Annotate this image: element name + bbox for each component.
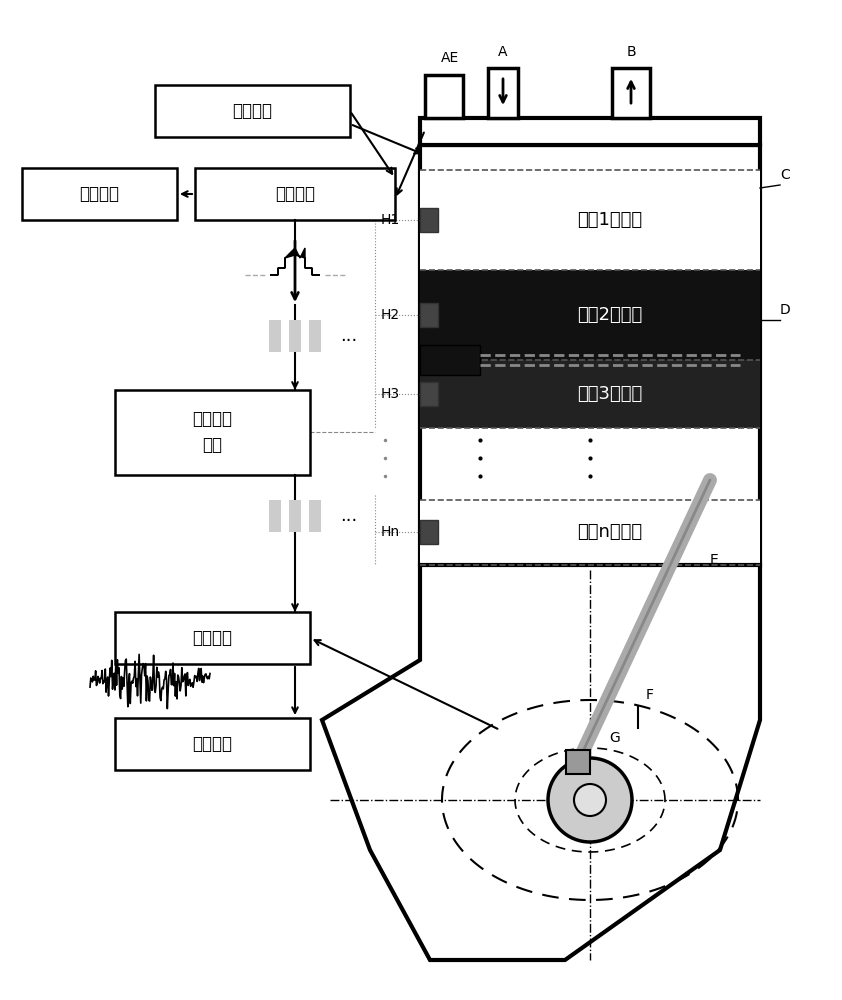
Polygon shape (270, 248, 320, 275)
Text: Hn: Hn (381, 525, 400, 539)
Bar (115, 390, 310, 475)
Text: 位置3采集域: 位置3采集域 (578, 385, 642, 403)
Bar (155, 85, 350, 137)
Text: E: E (710, 553, 719, 567)
Bar (309, 320, 321, 352)
Text: C: C (780, 168, 790, 182)
Bar (420, 170, 760, 270)
Text: 位置2采集域: 位置2采集域 (578, 306, 642, 324)
Bar (115, 612, 310, 664)
Text: H1: H1 (381, 213, 400, 227)
Bar (309, 500, 321, 532)
Text: AE: AE (441, 51, 459, 65)
Bar (420, 520, 438, 544)
Text: A: A (498, 45, 508, 59)
Bar (420, 118, 760, 145)
Bar (115, 718, 310, 770)
Circle shape (548, 758, 632, 842)
Text: F: F (646, 688, 654, 702)
Bar (566, 750, 590, 774)
Text: H3: H3 (381, 387, 400, 401)
Bar (420, 345, 480, 375)
Text: B: B (626, 45, 636, 59)
Bar (488, 68, 518, 118)
Text: G: G (610, 731, 621, 745)
Bar (420, 382, 438, 406)
Bar (420, 270, 760, 360)
Bar (289, 500, 301, 532)
Text: 霍尔采集
模块: 霍尔采集 模块 (192, 410, 232, 454)
Text: H2: H2 (381, 308, 400, 322)
Text: 信号处理: 信号处理 (192, 735, 232, 753)
Text: 声发射源: 声发射源 (232, 102, 272, 120)
Bar (420, 303, 438, 327)
Bar (420, 500, 760, 565)
Text: 信号处理: 信号处理 (79, 185, 119, 203)
Bar (269, 320, 281, 352)
Text: 位置n采集域: 位置n采集域 (578, 523, 642, 541)
Bar (420, 145, 760, 565)
Bar (22, 168, 177, 220)
Text: ...: ... (340, 507, 357, 525)
Bar (425, 75, 463, 118)
Circle shape (574, 784, 606, 816)
Text: D: D (780, 303, 791, 317)
Polygon shape (322, 565, 760, 960)
Text: 信号采集: 信号采集 (192, 629, 232, 647)
Text: 信号采集: 信号采集 (275, 185, 315, 203)
Bar (420, 208, 438, 232)
Bar (289, 320, 301, 352)
Text: ...: ... (340, 327, 357, 345)
Bar (195, 168, 395, 220)
Bar (269, 500, 281, 532)
Bar (420, 360, 760, 428)
Text: 位置1采集域: 位置1采集域 (578, 211, 642, 229)
Bar (612, 68, 650, 118)
